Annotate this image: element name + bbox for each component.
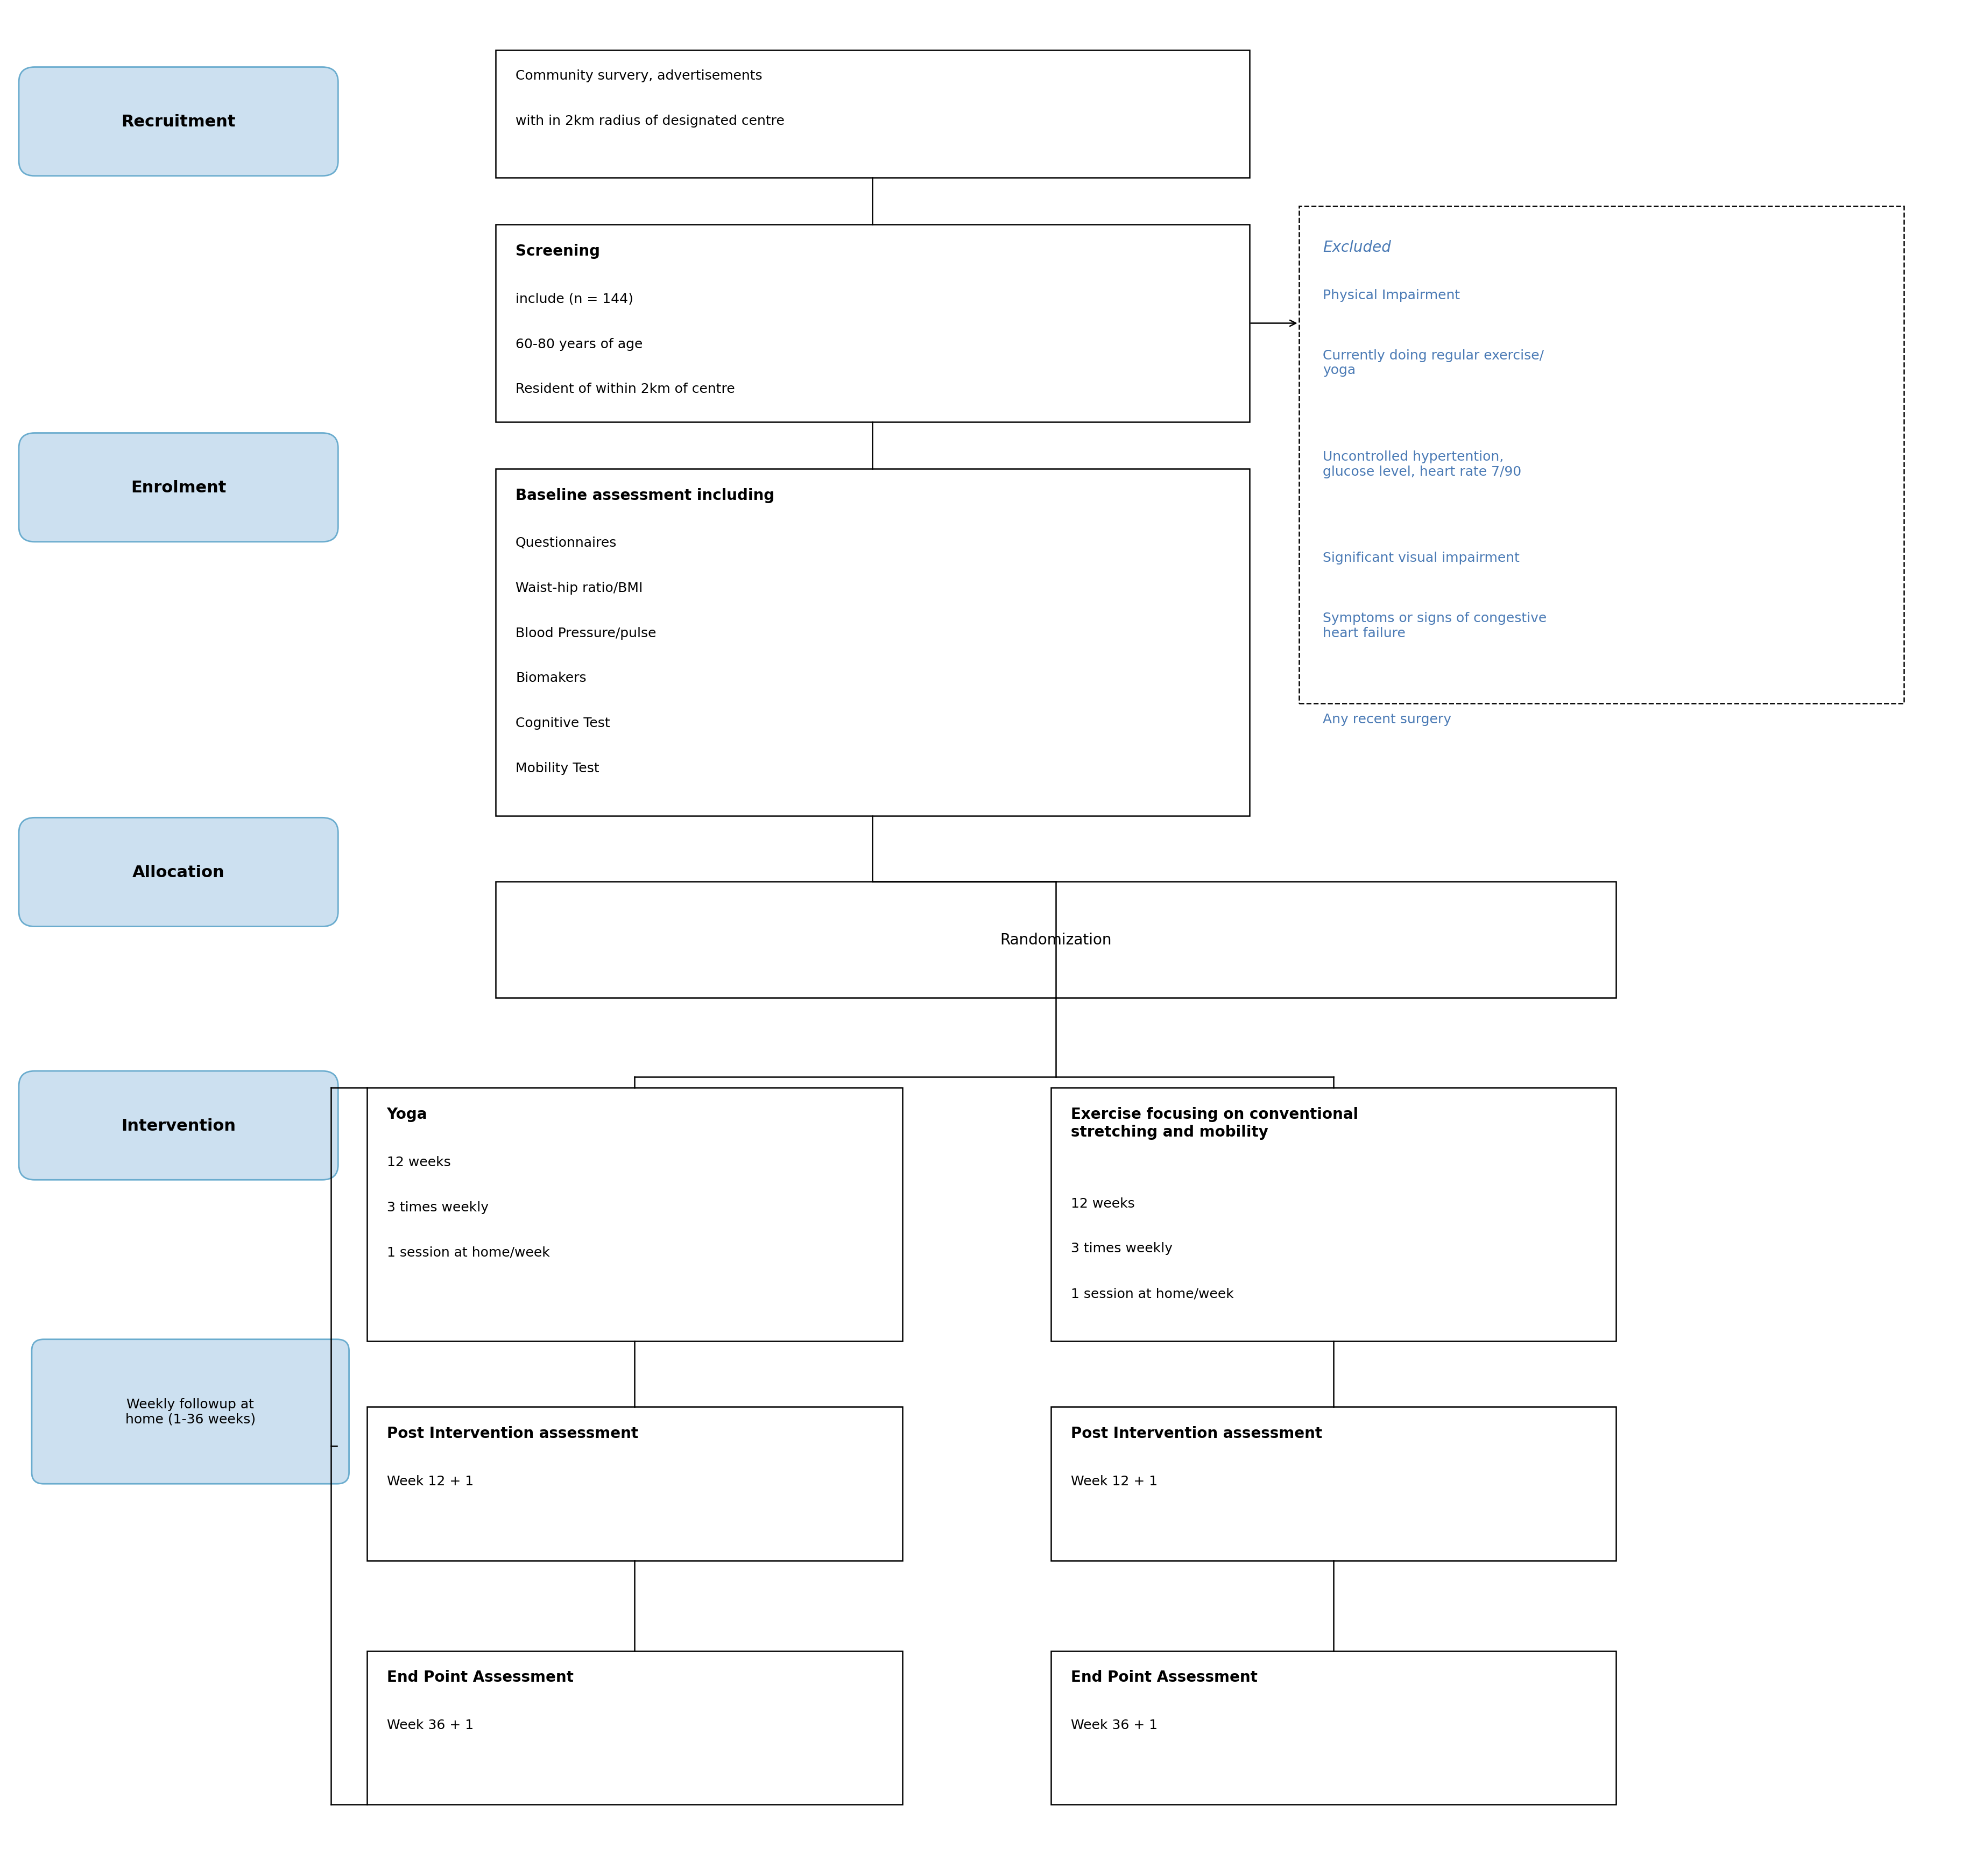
Bar: [1051, 1088, 1616, 1341]
Text: Intervention: Intervention: [121, 1118, 236, 1133]
FancyBboxPatch shape: [20, 68, 337, 176]
Bar: [367, 1651, 902, 1805]
Text: Community survery, advertisements: Community survery, advertisements: [516, 69, 761, 83]
Bar: [1051, 1407, 1616, 1561]
Text: Randomization: Randomization: [999, 932, 1112, 947]
Bar: [1299, 206, 1904, 704]
FancyBboxPatch shape: [20, 433, 337, 542]
Text: Recruitment: Recruitment: [121, 114, 236, 129]
Text: Symptoms or signs of congestive
heart failure: Symptoms or signs of congestive heart fa…: [1323, 612, 1547, 640]
Text: 1 session at home/week: 1 session at home/week: [1071, 1287, 1233, 1300]
Text: Mobility Test: Mobility Test: [516, 762, 599, 775]
Bar: [496, 51, 1249, 178]
Bar: [496, 882, 1616, 998]
Text: Excluded: Excluded: [1323, 240, 1390, 255]
Text: Cognitive Test: Cognitive Test: [516, 717, 611, 730]
Text: 12 weeks: 12 weeks: [387, 1156, 450, 1169]
Text: Weekly followup at
home (1-36 weeks): Weekly followup at home (1-36 weeks): [125, 1398, 256, 1426]
Text: Week 12 + 1: Week 12 + 1: [1071, 1475, 1158, 1488]
Text: Blood Pressure/pulse: Blood Pressure/pulse: [516, 627, 656, 640]
FancyBboxPatch shape: [20, 1071, 337, 1180]
Text: End Point Assessment: End Point Assessment: [1071, 1670, 1257, 1685]
Text: 60-80 years of age: 60-80 years of age: [516, 338, 642, 351]
Bar: [367, 1407, 902, 1561]
Text: include (n = 144): include (n = 144): [516, 293, 633, 306]
Text: 1 session at home/week: 1 session at home/week: [387, 1246, 549, 1259]
Text: 3 times weekly: 3 times weekly: [387, 1201, 488, 1214]
Text: Waist-hip ratio/BMI: Waist-hip ratio/BMI: [516, 582, 642, 595]
Bar: [496, 469, 1249, 816]
Text: Physical Impairment: Physical Impairment: [1323, 289, 1459, 302]
Text: Biomakers: Biomakers: [516, 672, 587, 685]
Text: with in 2km radius of designated centre: with in 2km radius of designated centre: [516, 114, 785, 128]
Bar: [367, 1088, 902, 1341]
Text: Week 12 + 1: Week 12 + 1: [387, 1475, 474, 1488]
Text: Baseline assessment including: Baseline assessment including: [516, 488, 775, 503]
Text: Week 36 + 1: Week 36 + 1: [1071, 1718, 1158, 1732]
Text: Uncontrolled hypertention,
glucose level, heart rate 7/90: Uncontrolled hypertention, glucose level…: [1323, 450, 1521, 478]
Text: Significant visual impairment: Significant visual impairment: [1323, 552, 1519, 565]
FancyBboxPatch shape: [32, 1339, 349, 1484]
Text: Any recent surgery: Any recent surgery: [1323, 713, 1452, 726]
Bar: [1051, 1651, 1616, 1805]
Text: Enrolment: Enrolment: [131, 480, 226, 495]
FancyBboxPatch shape: [20, 818, 337, 927]
Text: Resident of within 2km of centre: Resident of within 2km of centre: [516, 383, 736, 396]
Text: Exercise focusing on conventional
stretching and mobility: Exercise focusing on conventional stretc…: [1071, 1107, 1358, 1139]
Text: 3 times weekly: 3 times weekly: [1071, 1242, 1172, 1255]
Text: 12 weeks: 12 weeks: [1071, 1197, 1134, 1210]
Text: End Point Assessment: End Point Assessment: [387, 1670, 573, 1685]
Text: Questionnaires: Questionnaires: [516, 537, 617, 550]
Text: Screening: Screening: [516, 244, 601, 259]
Text: Post Intervention assessment: Post Intervention assessment: [1071, 1426, 1323, 1441]
Bar: [496, 225, 1249, 422]
Text: Post Intervention assessment: Post Intervention assessment: [387, 1426, 639, 1441]
Text: Yoga: Yoga: [387, 1107, 426, 1122]
Text: Week 36 + 1: Week 36 + 1: [387, 1718, 474, 1732]
Text: Allocation: Allocation: [133, 865, 224, 880]
Text: Currently doing regular exercise/
yoga: Currently doing regular exercise/ yoga: [1323, 349, 1545, 377]
